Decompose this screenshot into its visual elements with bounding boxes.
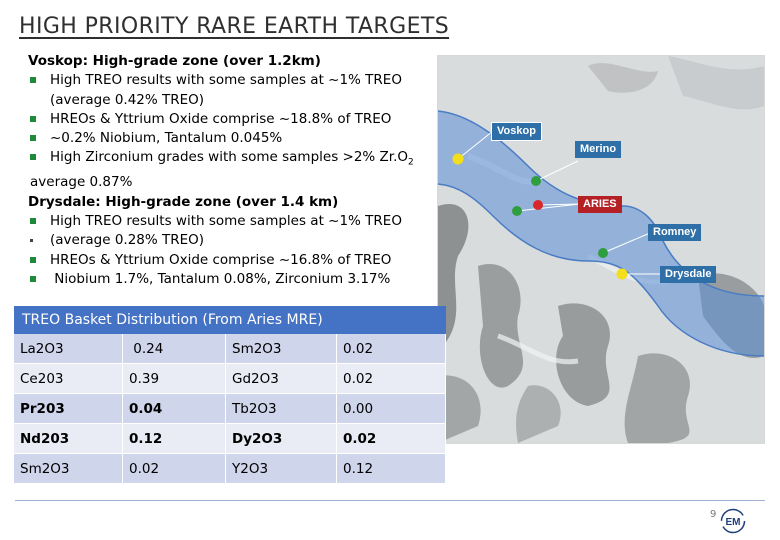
list-item: Niobium 1.7%, Tantalum 0.08%, Zirconium …	[28, 270, 438, 289]
list-item: (average 0.28% TREO)	[28, 231, 438, 250]
table-row: Ce203 0.39 Gd2O3 0.02	[14, 363, 446, 394]
list-item: High TREO results with some samples at ~…	[28, 71, 438, 90]
square-bullet-icon	[30, 218, 36, 225]
footer-divider	[15, 500, 765, 501]
list-item-continuation: average 0.87%	[30, 174, 133, 191]
square-bullet-icon	[30, 256, 36, 263]
list-item: High TREO results with some samples at ~…	[28, 212, 438, 231]
square-bullet-icon	[30, 115, 36, 122]
list-item: High Zirconium grades with some samples …	[28, 148, 438, 173]
square-bullet-icon	[30, 135, 36, 142]
square-bullet-icon	[30, 275, 36, 282]
romney-marker	[598, 248, 608, 258]
table-row: Nd203 0.12 Dy2O3 0.02	[14, 423, 446, 454]
svg-text:EM: EM	[726, 517, 741, 528]
drysdale-marker	[616, 268, 628, 280]
target-notes: Voskop: High-grade zone (over 1.2km) Hig…	[28, 52, 438, 289]
list-item: HREOs & Yttrium Oxide comprise ~16.8% of…	[28, 251, 438, 270]
merino-label: Merino	[575, 141, 622, 158]
em-logo-icon: EM	[720, 508, 746, 534]
square-bullet-icon	[30, 77, 36, 84]
company-logo: EM	[720, 508, 746, 538]
merino-marker	[531, 176, 541, 186]
table-row: Sm2O3 0.02 Y2O3 0.12	[14, 453, 446, 484]
drysdale-header: Drysdale: High-grade zone (over 1.4 km)	[28, 193, 339, 210]
page-title: HIGH PRIORITY RARE EARTH TARGETS	[19, 14, 450, 39]
list-item: HREOs & Yttrium Oxide comprise ~18.8% of…	[28, 110, 438, 129]
satellite-map: Voskop Merino ARIES Romney Drysdale	[437, 55, 765, 444]
terrain-map-graphic	[438, 56, 764, 443]
aries-label: ARIES	[578, 196, 622, 213]
voskop-marker	[452, 153, 464, 165]
drysdale-label: Drysdale	[660, 266, 717, 283]
square-bullet-icon	[30, 154, 36, 161]
aries-marker	[533, 200, 543, 210]
voskop-label: Voskop	[491, 122, 542, 141]
romney-label: Romney	[648, 224, 702, 241]
voskop-header: Voskop: High-grade zone (over 1.2km)	[28, 53, 321, 69]
page-number: 9	[710, 509, 717, 520]
table-row: La2O3 0.24 Sm2O3 0.02	[14, 334, 446, 364]
dot-bullet-icon	[30, 238, 33, 242]
romney-marker-a	[512, 206, 522, 216]
table-row: Pr203 0.04 Tb2O3 0.00	[14, 393, 446, 424]
list-item-continuation: (average 0.42% TREO)	[50, 91, 205, 108]
table-caption: TREO Basket Distribution (From Aries MRE…	[14, 306, 446, 334]
list-item: ~0.2% Niobium, Tantalum 0.045%	[28, 129, 438, 148]
treo-basket-table: TREO Basket Distribution (From Aries MRE…	[14, 306, 446, 484]
